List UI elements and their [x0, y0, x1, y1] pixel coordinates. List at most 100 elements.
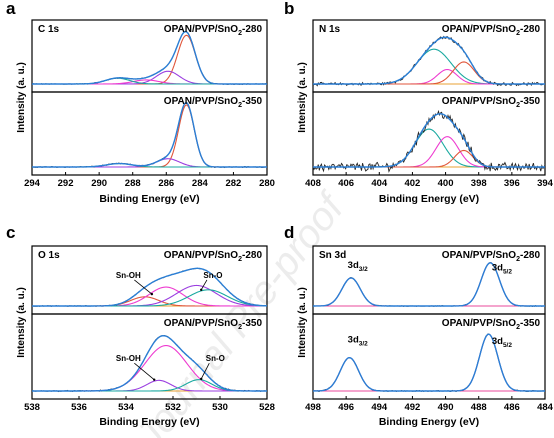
x-tick-label: 402	[404, 178, 420, 189]
fitted-envelope	[32, 101, 267, 168]
x-tick-label: 486	[504, 402, 520, 413]
sample-label: OPAN/PVP/SnO2-350	[442, 318, 541, 331]
x-tick-label: 288	[125, 178, 141, 189]
x-tick-label: 286	[158, 178, 174, 189]
x-tick-label: 498	[305, 402, 321, 413]
x-tick-label: 294	[24, 178, 41, 189]
x-tick-label: 536	[71, 402, 87, 413]
x-tick-label: 408	[305, 178, 321, 189]
x-tick-label: 484	[537, 402, 554, 413]
spectrum-title: C 1s	[38, 24, 60, 35]
x-tick-label: 494	[371, 402, 388, 413]
x-tick-label: 396	[504, 178, 520, 189]
x-tick-label: 284	[192, 178, 209, 189]
x-tick-label: 534	[118, 402, 135, 413]
panel-letter-d: d	[284, 223, 294, 242]
x-tick-label: 398	[471, 178, 487, 189]
fitted-envelope	[32, 30, 267, 85]
panel-b: b OPAN/PVP/SnO2-280 OPAN/PVP/SnO2-350 N 1s 4…	[284, 0, 554, 205]
fitted-envelope	[312, 333, 545, 392]
subplot-frame	[31, 91, 268, 176]
sample-label: OPAN/PVP/SnO2-350	[164, 96, 263, 109]
panels-layer: a OPAN/PVP/SnO2-280 OPAN/PVP/SnO2-350 C 1s 2…	[6, 0, 554, 428]
x-axis-title: Binding Energy (eV)	[99, 193, 199, 205]
fitted-envelope	[312, 262, 545, 307]
y-axis-title: Intensity (a. u.)	[297, 287, 308, 358]
annotation-arrowhead	[153, 378, 156, 381]
spectrum-title: Sn 3d	[319, 250, 346, 261]
fitted-envelope	[32, 334, 267, 392]
panel-letter-c: c	[6, 223, 15, 242]
x-tick-label: 490	[438, 402, 454, 413]
annotation-arrowhead	[200, 377, 203, 381]
peak-annotation: 3d5/2	[492, 336, 513, 349]
x-tick-label: 538	[24, 402, 40, 413]
annotation-arrow	[134, 279, 153, 295]
peak-component-0	[313, 48, 545, 85]
x-axis-title: Binding Energy (eV)	[379, 193, 479, 205]
fitted-envelope	[32, 267, 268, 307]
panel-c: c OPAN/PVP/SnO2-280 Sn-OH Sn-O OPAN/PVP/SnO2…	[6, 223, 275, 428]
sample-label: OPAN/PVP/SnO2-280	[164, 250, 263, 263]
peak-annotation: Sn-O	[203, 271, 222, 280]
sample-label: OPAN/PVP/SnO2-350	[164, 318, 263, 331]
sample-label: OPAN/PVP/SnO2-280	[442, 24, 541, 37]
peak-component-1	[32, 70, 267, 85]
x-tick-label: 496	[338, 402, 354, 413]
peak-component-0	[313, 128, 545, 168]
x-axis-title: Binding Energy (eV)	[99, 416, 199, 428]
peak-component-1	[32, 379, 267, 392]
y-axis-title: Intensity (a. u.)	[297, 62, 308, 133]
x-tick-label: 290	[91, 178, 107, 189]
x-tick-label: 400	[438, 178, 454, 189]
peak-annotation: 3d3/2	[348, 260, 369, 273]
measured-spectrum	[31, 102, 268, 169]
x-tick-label: 528	[259, 402, 275, 413]
peak-component-2	[313, 61, 545, 85]
peak-component-1	[32, 158, 267, 168]
x-tick-label: 280	[259, 178, 275, 189]
peak-component-0	[312, 357, 545, 392]
peak-component-0	[32, 104, 267, 168]
panel-letter-b: b	[284, 0, 294, 18]
peak-annotation: Sn-OH	[116, 271, 141, 280]
sample-label: OPAN/PVP/SnO2-280	[442, 250, 541, 263]
peak-annotation: Sn-O	[206, 354, 225, 363]
sample-label: OPAN/PVP/SnO2-280	[164, 24, 263, 37]
peak-component-2	[32, 379, 267, 392]
peak-annotation: 3d3/2	[348, 335, 369, 348]
x-tick-label: 406	[338, 178, 354, 189]
y-axis-title: Intensity (a. u.)	[16, 62, 27, 133]
subplot-frame	[312, 313, 546, 400]
x-tick-label: 404	[371, 178, 388, 189]
annotation-arrow	[134, 362, 155, 380]
panel-a: a OPAN/PVP/SnO2-280 OPAN/PVP/SnO2-350 C 1s 2…	[6, 0, 275, 205]
measured-spectrum	[312, 35, 546, 87]
panel-letter-a: a	[6, 0, 16, 18]
x-tick-label: 394	[537, 178, 554, 189]
spectrum-title: O 1s	[38, 250, 60, 261]
x-tick-label: 532	[165, 402, 181, 413]
x-tick-label: 292	[58, 178, 74, 189]
y-axis-title: Intensity (a. u.)	[16, 287, 27, 358]
subplot-frame	[31, 313, 268, 400]
peak-component-1	[313, 68, 545, 85]
subplot-frame	[312, 91, 546, 176]
sample-label: OPAN/PVP/SnO2-350	[442, 96, 541, 109]
annotation-arrowhead	[200, 288, 203, 291]
fitted-envelope	[313, 36, 545, 85]
fitted-envelope	[313, 113, 545, 168]
annotation-arrow	[200, 362, 210, 380]
panel-d: d OPAN/PVP/SnO2-280 3d3/2 3d5/2 OPAN/PVP/SnO…	[284, 223, 554, 428]
x-tick-label: 282	[225, 178, 241, 189]
watermark: Journal Pre-proof	[127, 184, 355, 438]
x-axis-title: Binding Energy (eV)	[379, 416, 479, 428]
x-tick-label: 530	[212, 402, 228, 413]
annotation-arrow	[200, 279, 208, 291]
peak-annotation: Sn-OH	[116, 354, 141, 363]
x-tick-label: 488	[471, 402, 487, 413]
x-tick-label: 492	[404, 402, 420, 413]
annotation-arrowhead	[150, 292, 154, 296]
peak-component-1	[313, 136, 545, 168]
